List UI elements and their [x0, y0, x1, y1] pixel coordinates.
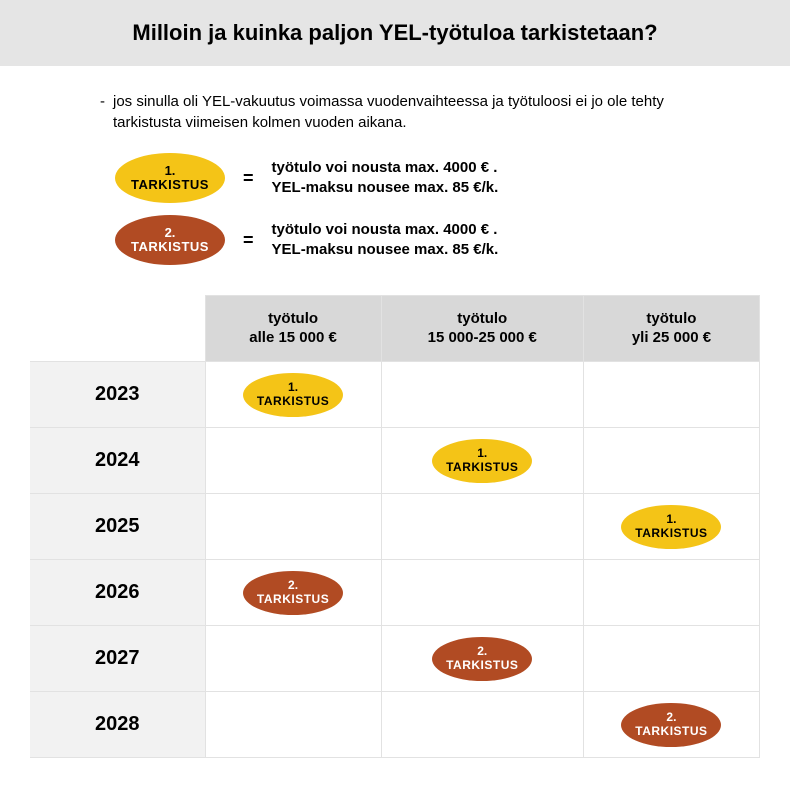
data-cell: [583, 428, 759, 494]
legend-row-2: 2. TARKISTUS = työtulo voi nousta max. 4…: [115, 215, 675, 265]
legend-1-text: työtulo voi nousta max. 4000 € . YEL-mak…: [272, 158, 499, 199]
data-cell: 2.TARKISTUS: [381, 626, 583, 692]
legend-1-line2: YEL-maksu nousee max. 85 €/k.: [272, 179, 499, 196]
tarkistus-badge: 1.TARKISTUS: [243, 373, 343, 417]
badge-number: 1.: [165, 164, 176, 178]
page-title: Milloin ja kuinka paljon YEL-työtuloa ta…: [0, 20, 790, 46]
data-cell: [381, 362, 583, 428]
col1-line2: alle 15 000 €: [249, 329, 337, 346]
table-row: 2024 1.TARKISTUS: [30, 428, 760, 494]
col2-line1: työtulo: [457, 310, 507, 327]
year-cell: 2026: [30, 560, 205, 626]
table-body: 20231.TARKISTUS20241.TARKISTUS20251.TARK…: [30, 362, 760, 758]
badge-label: TARKISTUS: [446, 461, 518, 474]
data-cell: [381, 560, 583, 626]
data-cell: [381, 692, 583, 758]
equals-sign: =: [243, 168, 254, 189]
legend-2-text: työtulo voi nousta max. 4000 € . YEL-mak…: [272, 220, 499, 261]
col-header-3: työtulo yli 25 000 €: [583, 296, 759, 362]
legend-2-line1: työtulo voi nousta max. 4000 € .: [272, 221, 498, 238]
legend-1-line1: työtulo voi nousta max. 4000 € .: [272, 159, 498, 176]
badge-number: 2.: [666, 711, 676, 724]
tarkistus-badge: 1.TARKISTUS: [621, 505, 721, 549]
year-cell: 2023: [30, 362, 205, 428]
equals-sign: =: [243, 230, 254, 251]
badge-label: TARKISTUS: [635, 527, 707, 540]
data-cell: [583, 362, 759, 428]
badge-label: TARKISTUS: [635, 725, 707, 738]
data-cell: [205, 626, 381, 692]
badge-number: 2.: [165, 226, 176, 240]
col2-line2: 15 000-25 000 €: [428, 329, 537, 346]
col-header-1: työtulo alle 15 000 €: [205, 296, 381, 362]
badge-number: 2.: [288, 579, 298, 592]
data-cell: [205, 494, 381, 560]
year-cell: 2027: [30, 626, 205, 692]
year-cell: 2028: [30, 692, 205, 758]
tarkistus-badge: 1.TARKISTUS: [432, 439, 532, 483]
page-header: Milloin ja kuinka paljon YEL-työtuloa ta…: [0, 0, 790, 66]
tarkistus-1-badge: 1. TARKISTUS: [115, 153, 225, 203]
tarkistus-badge: 2.TARKISTUS: [432, 637, 532, 681]
badge-number: 1.: [477, 447, 487, 460]
badge-label: TARKISTUS: [257, 593, 329, 606]
data-cell: [583, 626, 759, 692]
table-row: 2026 2.TARKISTUS: [30, 560, 760, 626]
badge-number: 2.: [477, 645, 487, 658]
table-row: 2028 2.TARKISTUS: [30, 692, 760, 758]
badge-number: 1.: [666, 513, 676, 526]
badge-label: TARKISTUS: [131, 178, 209, 192]
data-cell: 2.TARKISTUS: [205, 560, 381, 626]
tarkistus-badge: 2.TARKISTUS: [621, 703, 721, 747]
data-cell: 1.TARKISTUS: [583, 494, 759, 560]
year-cell: 2025: [30, 494, 205, 560]
schedule-table-wrap: työtulo alle 15 000 € työtulo 15 000-25 …: [30, 295, 760, 758]
col3-line2: yli 25 000 €: [632, 329, 711, 346]
badge-label: TARKISTUS: [131, 240, 209, 254]
schedule-table: työtulo alle 15 000 € työtulo 15 000-25 …: [30, 295, 760, 758]
col3-line1: työtulo: [646, 310, 696, 327]
badge-number: 1.: [288, 381, 298, 394]
data-cell: 1.TARKISTUS: [381, 428, 583, 494]
table-row: 2027 2.TARKISTUS: [30, 626, 760, 692]
table-row: 2023 1.TARKISTUS: [30, 362, 760, 428]
badge-label: TARKISTUS: [257, 395, 329, 408]
col1-line1: työtulo: [268, 310, 318, 327]
legend: 1. TARKISTUS = työtulo voi nousta max. 4…: [115, 153, 675, 265]
intro-body: jos sinulla oli YEL-vakuutus voimassa vu…: [113, 91, 690, 133]
data-cell: [583, 560, 759, 626]
data-cell: [205, 692, 381, 758]
badge-label: TARKISTUS: [446, 659, 518, 672]
tarkistus-badge: 2.TARKISTUS: [243, 571, 343, 615]
legend-2-line2: YEL-maksu nousee max. 85 €/k.: [272, 241, 499, 258]
legend-row-1: 1. TARKISTUS = työtulo voi nousta max. 4…: [115, 153, 675, 203]
data-cell: [205, 428, 381, 494]
intro-text: - jos sinulla oli YEL-vakuutus voimassa …: [100, 91, 690, 133]
intro-dash: -: [100, 91, 105, 133]
tarkistus-2-badge: 2. TARKISTUS: [115, 215, 225, 265]
data-cell: [381, 494, 583, 560]
year-cell: 2024: [30, 428, 205, 494]
data-cell: 1.TARKISTUS: [205, 362, 381, 428]
data-cell: 2.TARKISTUS: [583, 692, 759, 758]
table-row: 2025 1.TARKISTUS: [30, 494, 760, 560]
col-header-2: työtulo 15 000-25 000 €: [381, 296, 583, 362]
blank-corner: [30, 296, 205, 362]
